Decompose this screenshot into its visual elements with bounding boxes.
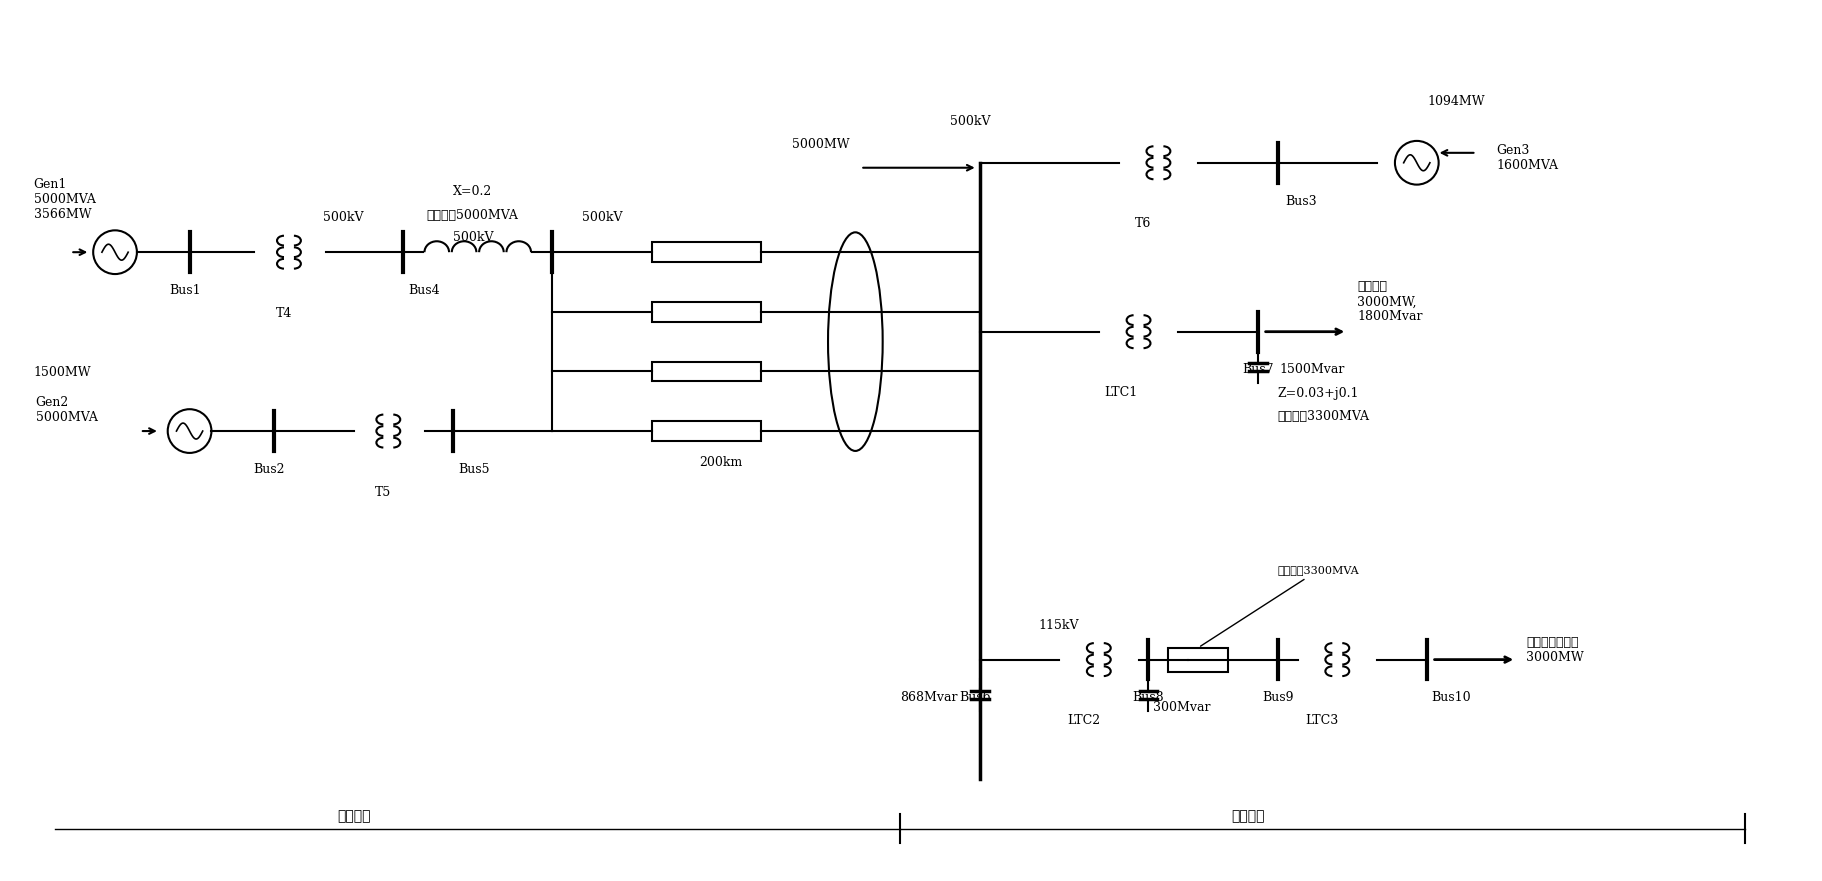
Text: 居民与商业负荷
3000MW: 居民与商业负荷 3000MW: [1527, 636, 1583, 663]
Text: Gen1
5000MVA
3566MW: Gen1 5000MVA 3566MW: [33, 178, 95, 220]
Text: X=0.2: X=0.2: [454, 184, 492, 197]
Text: 基准容量3300MVA: 基准容量3300MVA: [1201, 565, 1359, 646]
Text: Bus9: Bus9: [1263, 692, 1294, 705]
Bar: [652, 302, 762, 322]
Text: Bus8: Bus8: [1133, 692, 1164, 705]
Text: T6: T6: [1135, 218, 1152, 231]
Text: Bus4: Bus4: [408, 284, 439, 297]
Text: 基准容量5000MVA: 基准容量5000MVA: [426, 210, 519, 222]
Text: T5: T5: [375, 485, 392, 499]
Text: Z=0.03+j0.1: Z=0.03+j0.1: [1277, 387, 1359, 400]
Text: Bus6: Bus6: [958, 692, 991, 705]
Text: 115kV: 115kV: [1039, 618, 1079, 632]
Text: LTC3: LTC3: [1306, 714, 1339, 727]
Text: 1094MW: 1094MW: [1428, 95, 1485, 108]
Text: T4: T4: [275, 307, 292, 320]
Text: Gen3
1600MVA: Gen3 1600MVA: [1496, 144, 1558, 172]
Text: 1500MW: 1500MW: [33, 366, 91, 380]
Text: 300Mvar: 300Mvar: [1153, 701, 1212, 714]
Text: 500kV: 500kV: [949, 115, 989, 128]
Text: 受端区域: 受端区域: [1232, 810, 1264, 824]
Bar: [652, 242, 762, 263]
Text: 500kV: 500kV: [452, 231, 494, 244]
Text: Bus3: Bus3: [1286, 195, 1317, 208]
Text: 200km: 200km: [700, 455, 743, 469]
Text: 868Mvar: 868Mvar: [900, 691, 958, 704]
Text: LTC1: LTC1: [1104, 387, 1137, 399]
Text: 5000MW: 5000MW: [793, 137, 849, 151]
Text: Bus2: Bus2: [253, 463, 284, 476]
Text: Bus10: Bus10: [1432, 692, 1472, 705]
Text: 500kV: 500kV: [581, 211, 621, 225]
Text: 1500Mvar: 1500Mvar: [1279, 363, 1345, 376]
Text: Bus7: Bus7: [1243, 364, 1274, 376]
Text: 工业负荷
3000MW,
1800Mvar: 工业负荷 3000MW, 1800Mvar: [1357, 280, 1423, 323]
Text: 基准容量3300MVA: 基准容量3300MVA: [1277, 410, 1370, 423]
Text: 送端区域: 送端区域: [337, 810, 370, 824]
Text: Bus5: Bus5: [457, 463, 490, 476]
Bar: [1168, 648, 1228, 671]
Text: LTC2: LTC2: [1068, 714, 1100, 727]
Text: 500kV: 500kV: [322, 211, 364, 225]
Text: Bus1: Bus1: [169, 284, 200, 297]
Bar: [652, 421, 762, 441]
Text: Gen2
5000MVA: Gen2 5000MVA: [36, 396, 97, 425]
Bar: [652, 361, 762, 381]
